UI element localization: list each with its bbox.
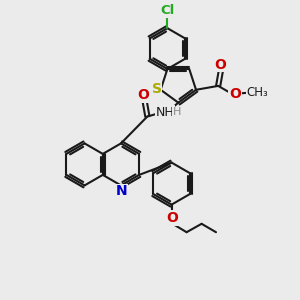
Text: N: N <box>116 184 127 198</box>
Text: NH: NH <box>156 106 175 119</box>
Text: S: S <box>152 82 162 96</box>
Text: O: O <box>214 58 226 71</box>
Text: H: H <box>173 107 181 117</box>
Text: O: O <box>137 88 149 102</box>
Text: O: O <box>229 87 241 101</box>
Text: CH₃: CH₃ <box>246 86 268 99</box>
Text: Cl: Cl <box>160 4 175 17</box>
Text: O: O <box>167 211 178 225</box>
